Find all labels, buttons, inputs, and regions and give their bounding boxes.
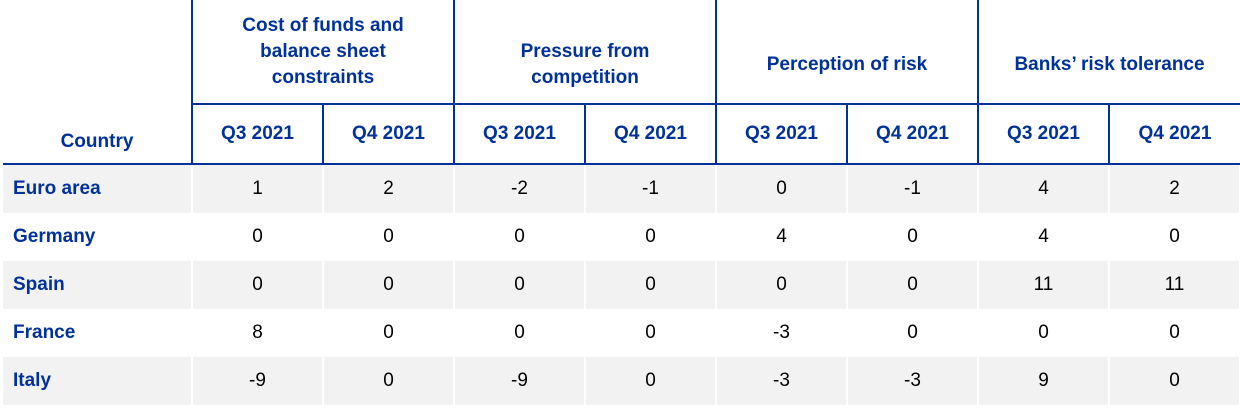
country-name: Italy: [3, 357, 193, 405]
value-cell: -1: [585, 164, 717, 213]
value-cell: 2: [323, 164, 455, 213]
value-cell: -2: [453, 164, 586, 213]
value-cell: -1: [847, 164, 979, 213]
period-header: Q4 2021: [846, 104, 978, 165]
value-cell: 0: [977, 309, 1110, 357]
group-header: Pressure from competition: [453, 0, 716, 105]
value-cell: 0: [715, 164, 848, 213]
country-name: Euro area: [3, 164, 193, 213]
value-cell: 4: [977, 164, 1110, 213]
period-header: Q3 2021: [453, 104, 585, 165]
value-cell: 0: [323, 309, 455, 357]
table-row: Euro area 1 2 -2 -1 0 -1 4 2: [3, 164, 1240, 213]
group-header: Cost of funds and balance sheet constrai…: [191, 0, 454, 105]
value-cell: 0: [715, 261, 848, 309]
value-cell: -3: [715, 357, 848, 405]
survey-table: Country Cost of funds and balance sheet …: [3, 0, 1240, 405]
value-cell: 2: [1109, 164, 1240, 213]
group-header: Perception of risk: [715, 0, 978, 105]
value-cell: -9: [453, 357, 586, 405]
value-cell: 0: [847, 261, 979, 309]
value-cell: 0: [1109, 213, 1240, 261]
value-cell: 0: [323, 261, 455, 309]
period-header: Q4 2021: [1107, 104, 1240, 165]
group-header: Banks’ risk tolerance: [976, 0, 1240, 105]
country-name: Germany: [3, 213, 193, 261]
country-name: France: [3, 309, 193, 357]
value-cell: 0: [847, 309, 979, 357]
period-header: Q4 2021: [584, 104, 716, 165]
value-cell: -9: [191, 357, 324, 405]
value-cell: 4: [977, 213, 1110, 261]
period-header: Q3 2021: [977, 104, 1109, 165]
table-row: France 8 0 0 0 -3 0 0 0: [3, 309, 1240, 357]
value-cell: 0: [585, 357, 717, 405]
value-cell: 0: [585, 213, 717, 261]
table-row: Germany 0 0 0 0 4 0 4 0: [3, 213, 1240, 261]
value-cell: 11: [1109, 261, 1240, 309]
period-header: Q3 2021: [715, 104, 847, 165]
period-header: Q3 2021: [191, 104, 323, 165]
value-cell: 0: [323, 357, 455, 405]
value-cell: 0: [191, 213, 324, 261]
value-cell: 0: [453, 261, 586, 309]
value-cell: 0: [585, 261, 717, 309]
value-cell: 0: [585, 309, 717, 357]
value-cell: 0: [191, 261, 324, 309]
table-row: Italy -9 0 -9 0 -3 -3 9 0: [3, 357, 1240, 405]
value-cell: 11: [977, 261, 1110, 309]
value-cell: 0: [1109, 309, 1240, 357]
period-header: Q4 2021: [322, 104, 454, 165]
country-header: Country: [3, 0, 192, 165]
value-cell: -3: [847, 357, 979, 405]
value-cell: 9: [977, 357, 1110, 405]
value-cell: 4: [715, 213, 848, 261]
value-cell: 0: [847, 213, 979, 261]
value-cell: 0: [453, 309, 586, 357]
value-cell: -3: [715, 309, 848, 357]
value-cell: 0: [1109, 357, 1240, 405]
country-name: Spain: [3, 261, 193, 309]
value-cell: 8: [191, 309, 324, 357]
value-cell: 0: [323, 213, 455, 261]
value-cell: 0: [453, 213, 586, 261]
value-cell: 1: [191, 164, 324, 213]
table-row: Spain 0 0 0 0 0 0 11 11: [3, 261, 1240, 309]
